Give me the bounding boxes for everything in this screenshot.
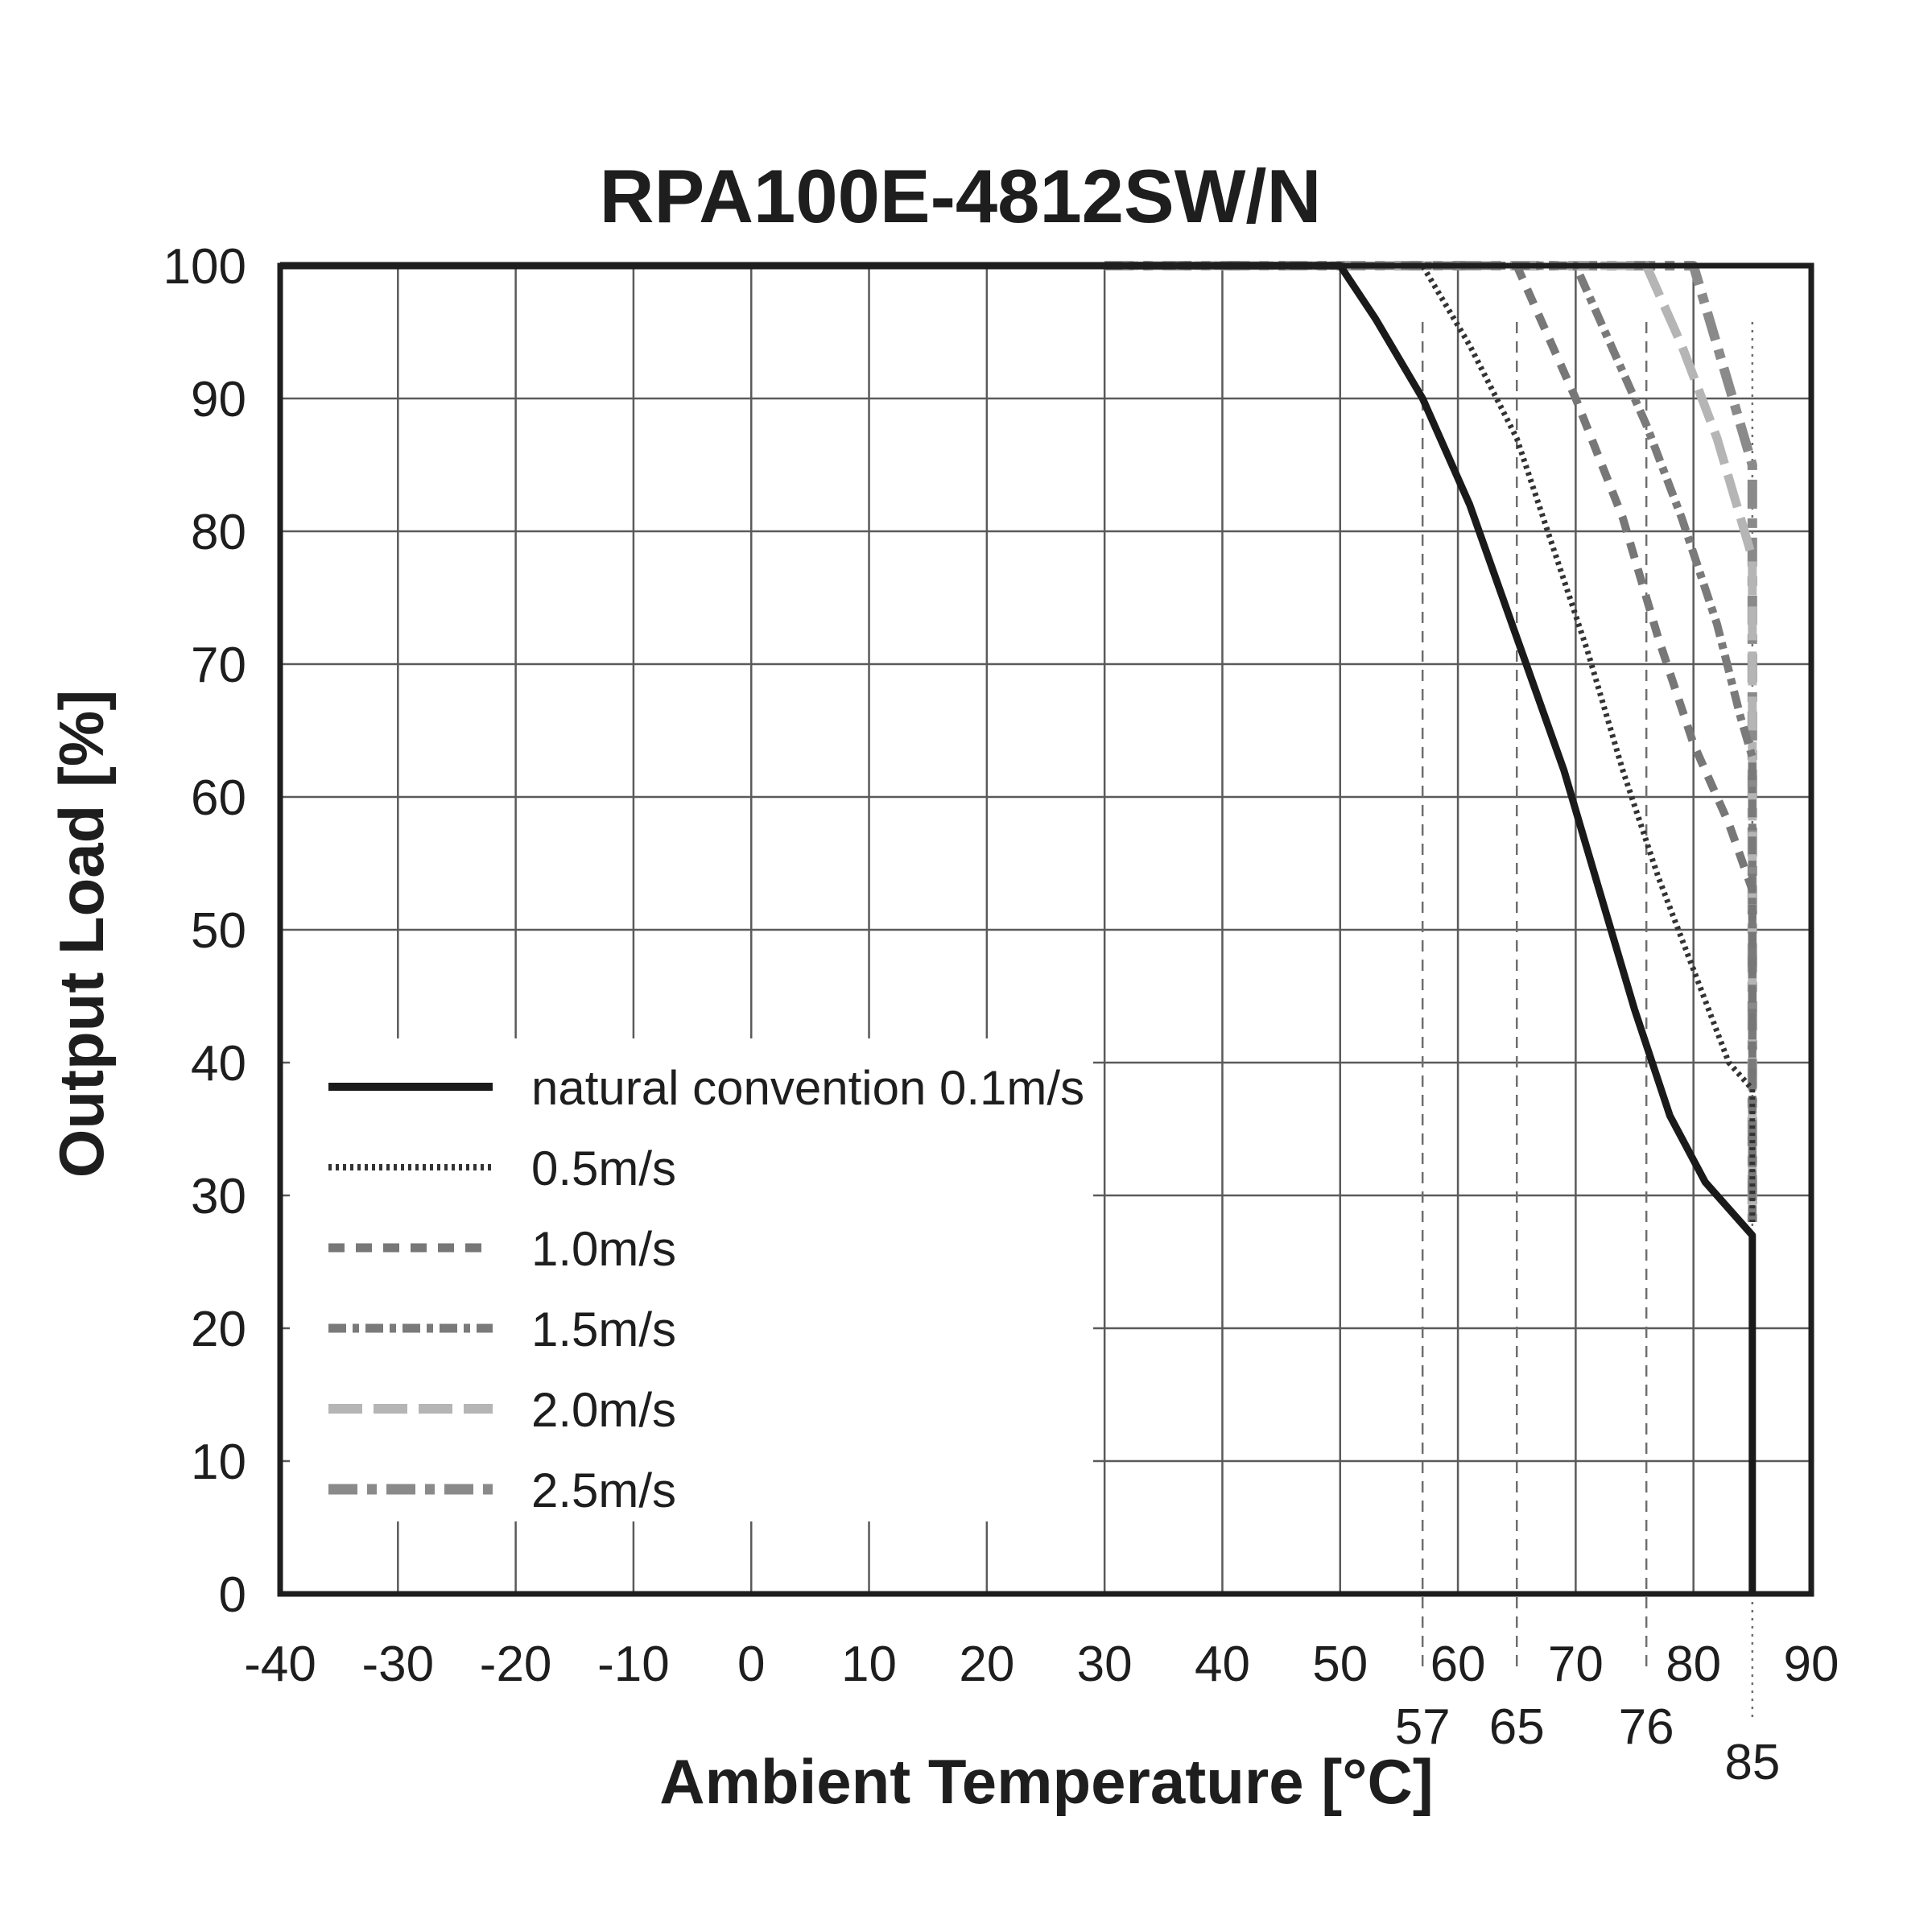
marker-label-85: 85 [1724,1735,1780,1790]
y-tick-label: 20 [191,1302,246,1357]
y-tick-label: 10 [191,1435,246,1490]
series-line-0 [280,262,1757,1594]
legend-label-3: 1.5m/s [531,1302,676,1356]
legend-label-4: 2.0m/s [531,1383,676,1437]
x-tick-label: -10 [597,1637,670,1692]
marker-label-57: 57 [1395,1699,1451,1755]
x-tick-label: 60 [1430,1637,1486,1692]
legend-label-0: natural convention 0.1m/s [531,1061,1084,1115]
x-tick-label: 70 [1548,1637,1604,1692]
x-tick-label: 10 [841,1637,897,1692]
legend-background [290,1038,1093,1521]
x-tick-label: 20 [959,1637,1014,1692]
legend-label-2: 1.0m/s [531,1222,676,1276]
y-tick-label: 70 [191,638,246,693]
y-tick-label: 100 [163,239,246,295]
legend-label-1: 0.5m/s [531,1141,676,1195]
y-tick-label: 60 [191,770,246,826]
series-line-2 [1104,262,1757,1222]
y-tick-label: 40 [191,1036,246,1092]
marker-label-76: 76 [1619,1699,1674,1755]
y-tick-label: 90 [191,372,246,427]
x-tick-label: 80 [1666,1637,1721,1692]
y-tick-label: 50 [191,903,246,959]
legend-label-5: 2.5m/s [531,1463,676,1517]
x-tick-label: 40 [1195,1637,1250,1692]
y-tick-label: 0 [219,1567,246,1623]
x-tick-label: -20 [480,1637,552,1692]
x-tick-label: -40 [244,1637,316,1692]
x-tick-label: 90 [1784,1637,1839,1692]
x-tick-label: 0 [737,1637,765,1692]
x-tick-label: 50 [1312,1637,1368,1692]
x-tick-label: -30 [362,1637,435,1692]
axis-ticks: 57 65 76 85 -40 -30 -20 -10 0 10 20 30 40 50 60 70 80 90 0… [163,239,1839,1790]
y-axis-title: Output Load [%] [46,690,117,1179]
legend: natural convention 0.1m/s 0.5m/s 1.0m/s 1.5… [290,1038,1093,1521]
x-tick-label: 30 [1077,1637,1133,1692]
marker-label-65: 65 [1489,1699,1545,1755]
y-tick-label: 30 [191,1169,246,1224]
y-tick-label: 80 [191,505,246,560]
series-line-3 [1104,262,1757,1222]
x-axis-title: Ambient Temperature [°C] [659,1746,1434,1817]
chart-title: RPA100E-4812SW/N [600,154,1322,238]
plot-frame [277,262,1814,1597]
